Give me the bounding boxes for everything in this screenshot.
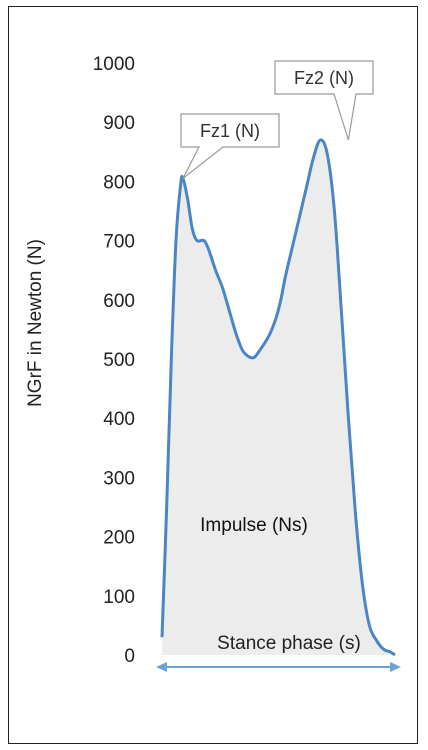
y-tick-label: 400 [103, 409, 135, 430]
y-axis-title: NGrF in Newton (N) [25, 239, 46, 407]
stance-phase-arrow [156, 662, 401, 672]
y-tick-label: 600 [103, 291, 135, 312]
y-tick-label: 500 [103, 350, 135, 371]
callout-box [274, 60, 374, 141]
y-tick-label: 1000 [93, 54, 135, 75]
x-axis-title: Stance phase (s) [217, 633, 361, 654]
peak-callouts: Fz1 (N) Fz2 (N) [180, 60, 374, 179]
y-tick-label: 800 [103, 172, 135, 193]
y-tick-label: 300 [103, 468, 135, 489]
y-tick-label: 900 [103, 113, 135, 134]
force-curve-line [160, 138, 396, 657]
y-tick-label: 100 [103, 587, 135, 608]
arrow-head-left [156, 662, 167, 672]
y-tick-label: 700 [103, 232, 135, 253]
arrow-head-right [390, 662, 401, 672]
callout-box [180, 113, 280, 179]
y-tick-label: 0 [124, 646, 135, 667]
callout-label: Fz2 (N) [294, 68, 354, 88]
area-label: Impulse (Ns) [200, 515, 308, 536]
y-tick-label: 200 [103, 528, 135, 549]
callout-label: Fz1 (N) [200, 121, 260, 141]
chart-frame: 1000 900 800 700 600 500 400 300 200 100 0 Fz1 (N)… [8, 6, 418, 744]
impulse-area [162, 139, 395, 655]
